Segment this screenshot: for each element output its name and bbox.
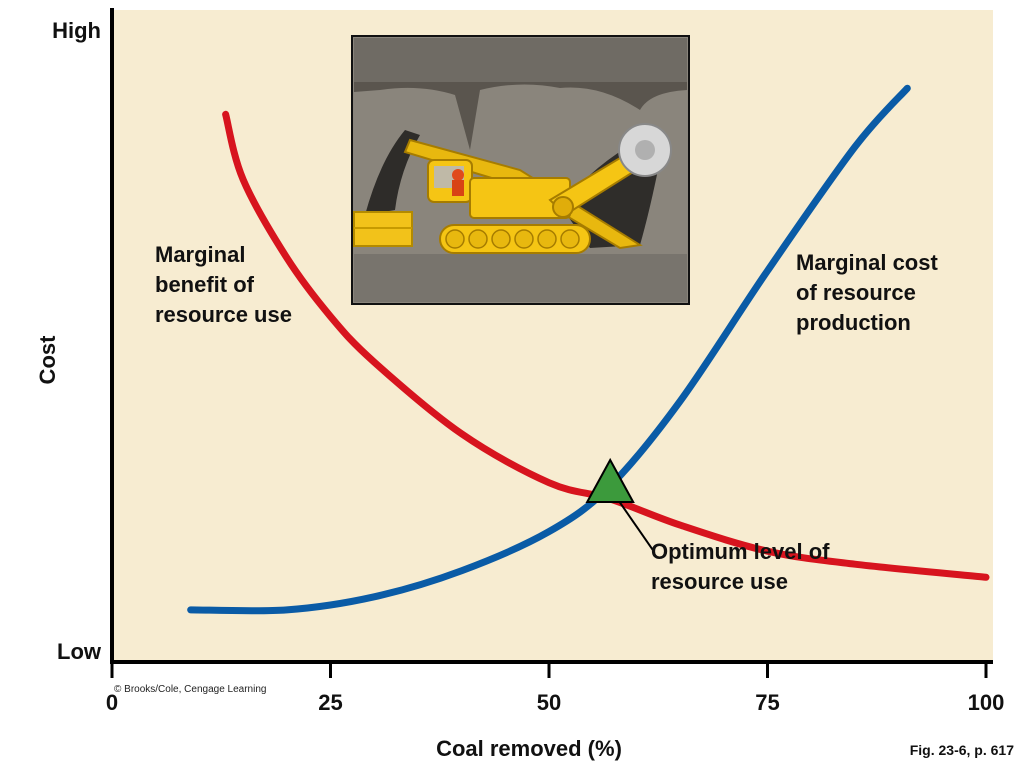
marginal-benefit-label-line-3: resource use [155, 302, 292, 327]
y-tick-label-high: High [52, 18, 101, 43]
optimum-marker [585, 457, 635, 503]
x-tick-label-25: 25 [318, 690, 342, 715]
marginal-cost-label: Marginal cost of resource production [796, 250, 944, 335]
y-tick-label-low: Low [57, 639, 102, 664]
optimum-leader-line [617, 499, 656, 553]
marginal-cost-label-line-1: Marginal cost [796, 250, 938, 275]
optimum-label: Optimum level of resource use [651, 539, 836, 594]
x-ticks: 0 25 50 75 100 [106, 662, 1004, 715]
x-tick-label-50: 50 [537, 690, 561, 715]
marginal-benefit-label-line-2: benefit of [155, 272, 255, 297]
y-axis-title: Cost [35, 335, 60, 385]
optimum-label-line-1: Optimum level of [651, 539, 830, 564]
x-tick-label-100: 100 [968, 690, 1005, 715]
x-tick-label-75: 75 [755, 690, 779, 715]
marginal-benefit-curve [222, 110, 990, 581]
marginal-benefit-label-line-1: Marginal [155, 242, 245, 267]
marginal-cost-label-line-3: production [796, 310, 911, 335]
marginal-benefit-label: Marginal benefit of resource use [155, 242, 292, 327]
x-tick-label-0: 0 [106, 690, 118, 715]
x-axis-title: Coal removed (%) [436, 736, 622, 761]
mining-machine-illustration [351, 35, 690, 305]
marginal-cost-label-line-2: of resource [796, 280, 916, 305]
copyright-credit: © Brooks/Cole, Cengage Learning [114, 684, 266, 695]
figure-reference: Fig. 23-6, p. 617 [910, 742, 1014, 758]
optimum-label-line-2: resource use [651, 569, 788, 594]
